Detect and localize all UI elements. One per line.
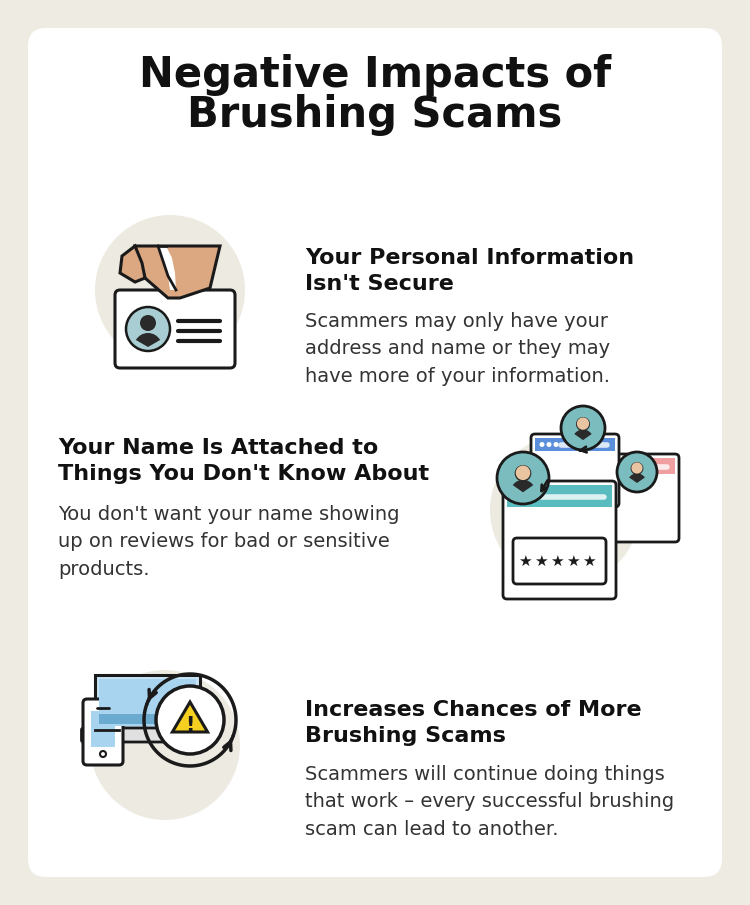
Circle shape — [576, 417, 590, 431]
Circle shape — [632, 462, 643, 473]
FancyBboxPatch shape — [82, 728, 212, 742]
Text: ★: ★ — [534, 554, 548, 568]
Circle shape — [577, 417, 590, 430]
Text: ★: ★ — [550, 554, 564, 568]
Text: !: ! — [185, 716, 195, 736]
Circle shape — [90, 670, 240, 820]
Circle shape — [631, 462, 644, 475]
FancyBboxPatch shape — [507, 485, 612, 507]
Text: Increases Chances of More
Brushing Scams: Increases Chances of More Brushing Scams — [305, 700, 641, 747]
Text: ★: ★ — [582, 554, 596, 568]
Polygon shape — [135, 246, 220, 298]
Circle shape — [512, 493, 517, 499]
Circle shape — [490, 435, 640, 585]
Text: Scammers may only have your
address and name or they may
have more of your infor: Scammers may only have your address and … — [305, 312, 610, 386]
Polygon shape — [172, 702, 208, 732]
Text: ★: ★ — [566, 554, 580, 568]
FancyBboxPatch shape — [28, 28, 722, 877]
Circle shape — [514, 465, 531, 481]
Polygon shape — [120, 246, 145, 282]
Circle shape — [497, 452, 549, 504]
Wedge shape — [629, 473, 645, 483]
Circle shape — [518, 493, 524, 499]
Circle shape — [539, 442, 544, 447]
Text: Your Personal Information
Isn't Secure: Your Personal Information Isn't Secure — [305, 248, 634, 294]
Text: Brushing Scams: Brushing Scams — [188, 94, 562, 136]
FancyBboxPatch shape — [587, 458, 675, 474]
Circle shape — [598, 463, 604, 469]
Text: Negative Impacts of: Negative Impacts of — [139, 54, 611, 96]
Circle shape — [561, 406, 605, 450]
Wedge shape — [574, 430, 592, 440]
Circle shape — [547, 442, 551, 447]
Circle shape — [95, 215, 245, 365]
Circle shape — [617, 452, 657, 492]
Circle shape — [605, 463, 610, 469]
FancyBboxPatch shape — [535, 438, 615, 451]
Circle shape — [526, 493, 530, 499]
FancyBboxPatch shape — [583, 454, 679, 542]
Polygon shape — [158, 246, 176, 290]
Text: Scammers will continue doing things
that work – every successful brushing
scam c: Scammers will continue doing things that… — [305, 765, 674, 839]
FancyBboxPatch shape — [94, 675, 200, 730]
Circle shape — [592, 463, 596, 469]
FancyBboxPatch shape — [513, 538, 606, 584]
Circle shape — [156, 686, 224, 754]
Text: ★: ★ — [518, 554, 532, 568]
Text: You don't want your name showing
up on reviews for bad or sensitive
products.: You don't want your name showing up on r… — [58, 505, 400, 578]
Wedge shape — [513, 480, 533, 492]
Circle shape — [126, 307, 170, 351]
Circle shape — [516, 465, 530, 480]
Circle shape — [140, 315, 156, 331]
Text: Your Name Is Attached to
Things You Don't Know About: Your Name Is Attached to Things You Don'… — [58, 438, 429, 484]
FancyBboxPatch shape — [115, 290, 235, 368]
FancyBboxPatch shape — [503, 481, 616, 599]
FancyBboxPatch shape — [83, 699, 123, 765]
Circle shape — [554, 442, 559, 447]
FancyBboxPatch shape — [91, 711, 115, 747]
FancyBboxPatch shape — [98, 714, 196, 724]
Wedge shape — [136, 333, 160, 347]
FancyBboxPatch shape — [98, 679, 196, 726]
FancyBboxPatch shape — [531, 434, 619, 507]
